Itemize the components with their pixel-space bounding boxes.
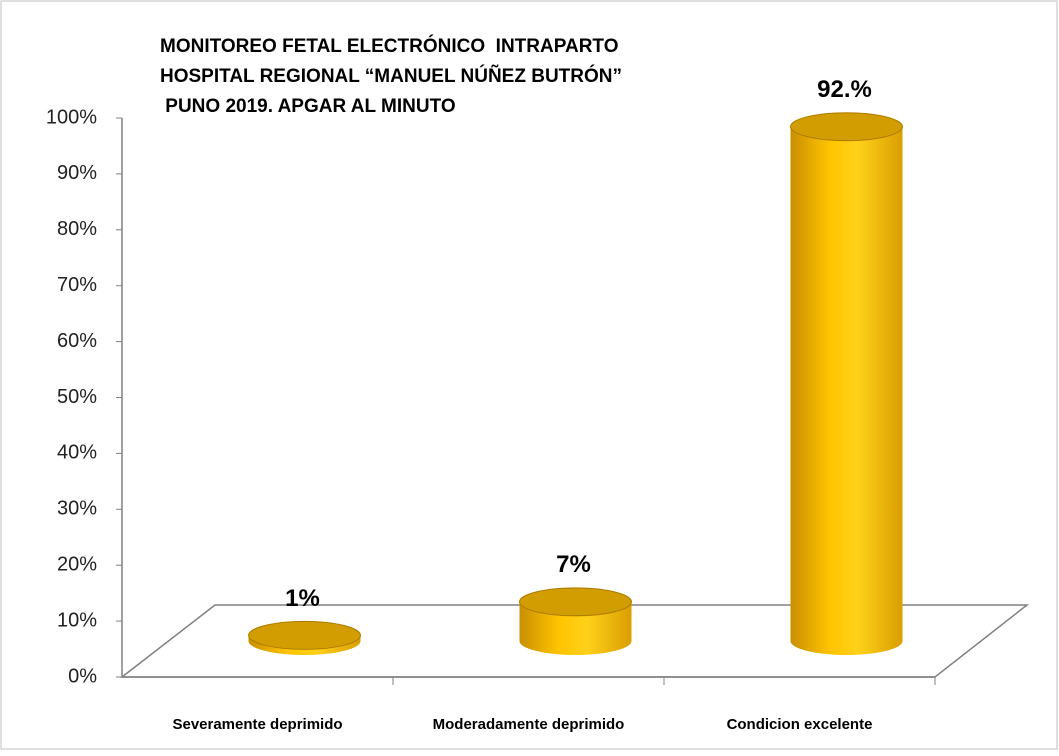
bar-top bbox=[790, 112, 903, 142]
y-tick-label: 60% bbox=[57, 330, 97, 352]
bar bbox=[790, 126, 903, 656]
y-tick-label: 50% bbox=[57, 386, 97, 408]
y-tick-label: 30% bbox=[57, 498, 97, 520]
y-tick-label: 70% bbox=[57, 274, 97, 296]
bar-top bbox=[248, 620, 361, 650]
y-tick-label: 0% bbox=[68, 665, 97, 687]
bar-top-shade bbox=[519, 587, 632, 616]
value-label: 7% bbox=[556, 551, 591, 578]
y-tick-label: 90% bbox=[57, 162, 97, 184]
y-tick-label: 100% bbox=[46, 106, 97, 128]
y-tick-label: 40% bbox=[57, 442, 97, 464]
bar bbox=[519, 601, 632, 656]
chart-title: MONITOREO FETAL ELECTRÓNICO INTRAPARTO bbox=[160, 35, 618, 57]
x-tick-label: Severamente deprimido bbox=[172, 716, 342, 733]
value-label: 92.% bbox=[817, 76, 872, 103]
value-label: 1% bbox=[285, 585, 320, 612]
x-tick-label: Moderadamente deprimido bbox=[433, 716, 625, 733]
bar-top-shade bbox=[248, 621, 361, 650]
y-tick-label: 10% bbox=[57, 609, 97, 631]
chart-title: HOSPITAL REGIONAL “MANUEL NÚÑEZ BUTRÓN” bbox=[160, 65, 622, 87]
chart-title: PUNO 2019. APGAR AL MINUTO bbox=[160, 96, 456, 117]
bar-top-shade bbox=[790, 112, 903, 141]
y-tick-label: 20% bbox=[57, 553, 97, 575]
y-tick-label: 80% bbox=[57, 218, 97, 240]
bar-top bbox=[519, 587, 632, 617]
x-tick-label: Condicion excelente bbox=[727, 716, 873, 733]
